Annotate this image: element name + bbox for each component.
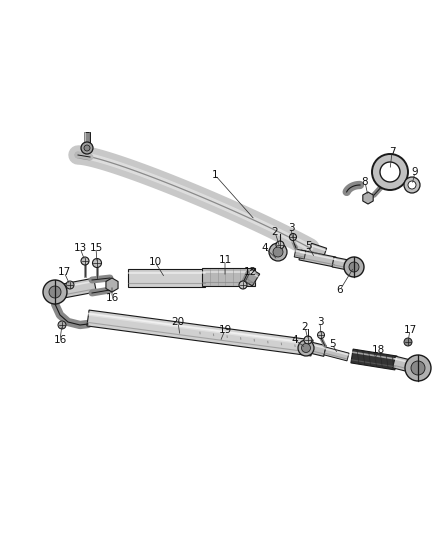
Circle shape (405, 355, 431, 381)
Polygon shape (308, 243, 327, 258)
Text: 3: 3 (288, 223, 294, 233)
Circle shape (43, 280, 67, 304)
Text: 5: 5 (305, 241, 311, 251)
Circle shape (404, 177, 420, 193)
Text: 16: 16 (53, 335, 67, 345)
Text: 2: 2 (302, 322, 308, 332)
Circle shape (408, 181, 416, 189)
Circle shape (273, 247, 283, 257)
Polygon shape (324, 347, 349, 361)
Circle shape (304, 336, 312, 344)
Text: 4: 4 (261, 243, 268, 253)
Circle shape (81, 257, 89, 265)
Circle shape (301, 343, 311, 352)
Text: 8: 8 (362, 177, 368, 187)
Polygon shape (202, 268, 255, 286)
Polygon shape (128, 269, 205, 287)
Text: 3: 3 (317, 317, 323, 327)
Text: 12: 12 (244, 267, 257, 277)
Circle shape (239, 281, 247, 289)
Text: 20: 20 (171, 317, 184, 327)
Circle shape (58, 321, 66, 329)
Text: 2: 2 (272, 227, 278, 237)
Circle shape (380, 162, 400, 182)
Circle shape (49, 286, 61, 298)
Text: 17: 17 (57, 267, 71, 277)
Circle shape (81, 142, 93, 154)
Text: 17: 17 (403, 325, 417, 335)
Text: 7: 7 (389, 147, 396, 157)
Polygon shape (299, 250, 336, 267)
Polygon shape (84, 132, 90, 143)
Circle shape (276, 241, 284, 249)
Text: 16: 16 (106, 293, 119, 303)
Circle shape (269, 243, 287, 261)
Circle shape (92, 259, 102, 268)
Polygon shape (87, 310, 313, 356)
Circle shape (372, 154, 408, 190)
Polygon shape (392, 356, 411, 372)
Text: 9: 9 (412, 167, 418, 177)
Circle shape (84, 145, 90, 151)
Text: 5: 5 (328, 339, 336, 349)
Text: 18: 18 (371, 345, 385, 355)
Polygon shape (332, 257, 349, 270)
Polygon shape (351, 349, 397, 370)
Circle shape (344, 257, 364, 277)
Polygon shape (307, 342, 326, 357)
Polygon shape (294, 249, 306, 259)
Text: 10: 10 (148, 257, 162, 267)
Text: 15: 15 (89, 243, 102, 253)
Text: 19: 19 (219, 325, 232, 335)
Circle shape (411, 361, 425, 375)
Text: 11: 11 (219, 255, 232, 265)
Text: 13: 13 (74, 243, 87, 253)
Circle shape (404, 338, 412, 346)
Circle shape (290, 233, 297, 240)
Circle shape (66, 281, 74, 289)
Text: 1: 1 (212, 170, 218, 180)
Polygon shape (244, 269, 260, 286)
Circle shape (298, 340, 314, 356)
Polygon shape (57, 278, 96, 299)
Circle shape (318, 332, 325, 338)
Polygon shape (363, 192, 373, 204)
Circle shape (349, 262, 359, 272)
Text: 6: 6 (337, 285, 343, 295)
Text: 4: 4 (292, 335, 298, 345)
Polygon shape (106, 278, 118, 292)
